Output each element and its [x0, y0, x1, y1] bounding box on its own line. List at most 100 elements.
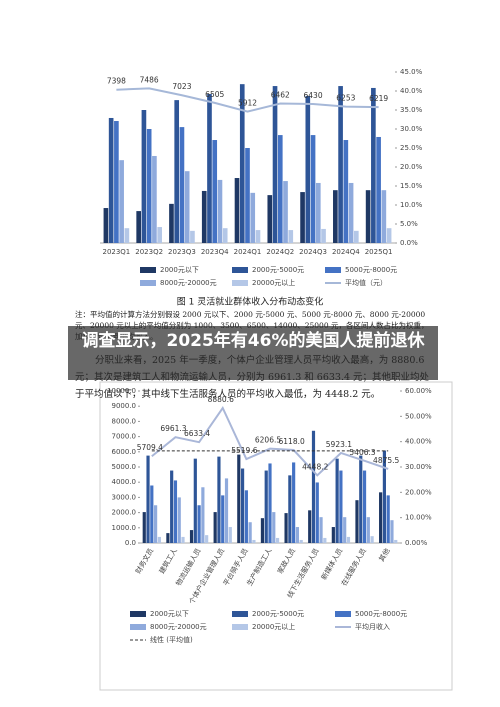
bar	[366, 517, 370, 543]
bar	[311, 430, 316, 543]
y-tick-label: 35.0%	[400, 106, 423, 114]
y-tick-label: 7000.0	[112, 433, 137, 441]
bar	[331, 527, 335, 543]
bar	[394, 539, 398, 543]
data-label: 5709.4	[137, 443, 163, 452]
bar	[376, 136, 381, 243]
headline: 调查显示，2025年有46%的美国人提前退休	[68, 326, 438, 380]
bar	[240, 468, 245, 543]
bar	[245, 148, 250, 243]
x-tick-label: 其他	[377, 547, 392, 564]
y-tick-label: 20.0%	[400, 163, 423, 171]
bar	[343, 517, 347, 543]
bar	[146, 129, 152, 243]
bar	[354, 230, 359, 243]
legend-label: 2000元-5000元	[252, 266, 304, 274]
data-label: 5406.3	[349, 448, 375, 457]
bar	[299, 539, 303, 543]
bar	[150, 485, 154, 543]
legend-label: 20000元以上	[252, 278, 295, 287]
bar	[141, 110, 147, 243]
legend-swatch	[130, 624, 146, 630]
bar	[197, 505, 201, 543]
bar	[268, 463, 272, 543]
bar	[267, 195, 273, 243]
y-tick-label: 10.0%	[400, 201, 423, 209]
bar	[333, 190, 338, 243]
bar	[217, 179, 223, 243]
bar	[272, 512, 276, 543]
bar	[321, 228, 326, 243]
y2-tick-label: 50.00%	[405, 412, 432, 420]
legend-swatch	[232, 280, 248, 286]
x-tick-label: 财务文员	[133, 547, 155, 576]
legend-label: 2000元以下	[150, 610, 189, 618]
bar	[239, 84, 245, 243]
bar	[371, 87, 376, 244]
bar	[346, 536, 351, 543]
legend-swatch	[140, 267, 156, 273]
bar	[179, 127, 185, 243]
y-tick-label: 3000.0	[112, 493, 137, 501]
line	[151, 406, 389, 477]
bar	[386, 495, 390, 543]
legend-swatch	[130, 611, 146, 617]
bar	[217, 456, 221, 543]
legend-label: 平均值（元）	[345, 278, 387, 287]
bar	[136, 211, 141, 243]
x-tick-label: 新媒体人员	[319, 547, 344, 582]
bar	[362, 470, 367, 543]
bar	[114, 121, 119, 243]
y2-tick-label: 40.00%	[405, 438, 432, 446]
legend-swatch	[232, 611, 248, 617]
bar	[190, 230, 195, 243]
bar	[189, 530, 194, 543]
bar	[248, 522, 252, 543]
bar	[103, 208, 109, 243]
y-tick-label: 25.0%	[400, 144, 423, 152]
bar	[277, 135, 283, 243]
legend-label: 8000元-20000元	[150, 623, 207, 631]
bar	[295, 527, 300, 543]
data-label: 6462	[271, 91, 290, 100]
data-label: 6505	[205, 90, 224, 99]
bar	[193, 458, 197, 543]
bar	[146, 455, 150, 543]
data-label: 8880.6	[208, 395, 234, 404]
y2-tick-label: 20.00%	[405, 488, 432, 496]
data-label: 6219	[369, 94, 388, 103]
data-label: 5912	[238, 99, 257, 108]
x-tick-label: 家政人员	[275, 547, 297, 576]
bar	[310, 135, 316, 243]
legend-label: 5000元-8000元	[345, 266, 397, 274]
y-tick-label: 0.0%	[400, 239, 418, 247]
data-label: 6430	[304, 91, 323, 100]
bar	[382, 450, 386, 543]
bar	[339, 470, 343, 543]
bar	[157, 227, 162, 243]
bar	[315, 482, 319, 543]
bar	[343, 140, 349, 243]
x-tick-label: 平台骑手人员	[221, 547, 250, 588]
legend-label: 平均月收入	[355, 622, 390, 631]
data-label: 7023	[172, 82, 191, 91]
bar	[335, 458, 339, 543]
bar	[154, 505, 158, 543]
y2-tick-label: 30.00%	[405, 463, 432, 471]
bar	[201, 190, 207, 243]
bar	[386, 228, 392, 243]
bar	[169, 203, 174, 243]
bar	[213, 512, 217, 543]
legend-label: 5000元-8000元	[355, 610, 407, 618]
x-tick-label: 2024Q1	[234, 248, 262, 256]
legend-label: 线性 (平均值)	[150, 635, 193, 644]
bar	[224, 478, 229, 543]
bar	[244, 490, 248, 543]
bar	[300, 192, 305, 243]
bar	[272, 86, 278, 243]
data-label: 4448.2	[302, 462, 328, 471]
y-tick-label: 30.0%	[400, 125, 423, 133]
legend-swatch	[335, 611, 351, 617]
